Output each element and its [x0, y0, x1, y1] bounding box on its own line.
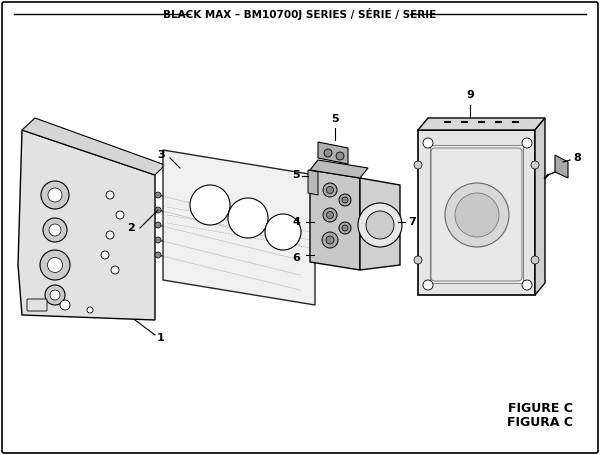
Circle shape	[40, 250, 70, 280]
Polygon shape	[310, 160, 368, 178]
Circle shape	[101, 251, 109, 259]
Polygon shape	[430, 145, 523, 283]
Circle shape	[111, 266, 119, 274]
Circle shape	[323, 183, 337, 197]
Polygon shape	[360, 178, 400, 270]
Circle shape	[106, 191, 114, 199]
Circle shape	[155, 252, 161, 258]
Circle shape	[116, 211, 124, 219]
Circle shape	[155, 237, 161, 243]
Circle shape	[326, 236, 334, 244]
Polygon shape	[163, 150, 315, 305]
Text: 1: 1	[157, 333, 165, 343]
Circle shape	[423, 280, 433, 290]
Circle shape	[155, 222, 161, 228]
Text: FIGURE C: FIGURE C	[508, 401, 573, 415]
Circle shape	[522, 138, 532, 148]
Text: 3: 3	[157, 150, 165, 160]
Circle shape	[324, 149, 332, 157]
Circle shape	[265, 214, 301, 250]
Circle shape	[455, 193, 499, 237]
Circle shape	[41, 181, 69, 209]
Circle shape	[339, 222, 351, 234]
Text: BLACK MAX – BM10700J SERIES / SÉRIE / SERIE: BLACK MAX – BM10700J SERIES / SÉRIE / SE…	[163, 8, 437, 20]
Text: 4: 4	[292, 217, 300, 227]
Circle shape	[339, 194, 351, 206]
Text: 5: 5	[292, 170, 300, 180]
Circle shape	[531, 256, 539, 264]
Circle shape	[423, 138, 433, 148]
Circle shape	[106, 231, 114, 239]
Polygon shape	[418, 130, 535, 295]
Circle shape	[336, 152, 344, 160]
Text: 9: 9	[466, 90, 474, 100]
Circle shape	[50, 290, 60, 300]
Circle shape	[322, 232, 338, 248]
Circle shape	[366, 211, 394, 239]
Circle shape	[49, 224, 61, 236]
Circle shape	[323, 208, 337, 222]
Polygon shape	[22, 118, 165, 175]
Polygon shape	[418, 118, 545, 130]
Circle shape	[414, 256, 422, 264]
Circle shape	[522, 280, 532, 290]
FancyBboxPatch shape	[431, 148, 522, 281]
Circle shape	[531, 161, 539, 169]
Circle shape	[358, 203, 402, 247]
FancyBboxPatch shape	[27, 299, 47, 311]
Circle shape	[342, 225, 348, 231]
Polygon shape	[310, 170, 360, 270]
Circle shape	[342, 197, 348, 203]
Polygon shape	[555, 155, 568, 178]
Circle shape	[155, 192, 161, 198]
Circle shape	[326, 212, 334, 218]
Circle shape	[60, 300, 70, 310]
Polygon shape	[318, 142, 348, 164]
Polygon shape	[535, 118, 545, 295]
Circle shape	[445, 183, 509, 247]
Polygon shape	[308, 170, 318, 195]
Text: 7: 7	[408, 217, 416, 227]
Circle shape	[43, 218, 67, 242]
Text: 5: 5	[331, 114, 339, 124]
Circle shape	[47, 258, 62, 273]
Circle shape	[155, 207, 161, 213]
Text: 8: 8	[573, 153, 581, 163]
Circle shape	[190, 185, 230, 225]
Circle shape	[414, 161, 422, 169]
Text: 6: 6	[292, 253, 300, 263]
Circle shape	[326, 187, 334, 193]
Text: FIGURA C: FIGURA C	[507, 415, 573, 429]
Text: 2: 2	[127, 223, 135, 233]
Circle shape	[228, 198, 268, 238]
Circle shape	[87, 307, 93, 313]
Circle shape	[48, 188, 62, 202]
Circle shape	[45, 285, 65, 305]
Polygon shape	[18, 130, 155, 320]
